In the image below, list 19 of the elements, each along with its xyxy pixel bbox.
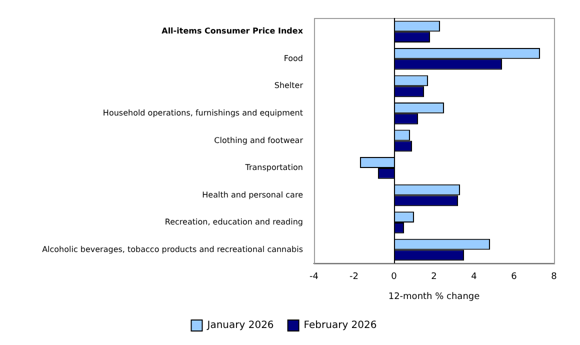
x-tick-label: 2 (431, 272, 437, 282)
x-tick-label: 8 (551, 272, 558, 282)
x-tick-label: 6 (511, 272, 518, 282)
x-tick-label: 0 (391, 272, 398, 282)
y-tick-label: Shelter (274, 81, 304, 90)
x-tick-label: 4 (471, 272, 478, 282)
legend-label: February 2026 (304, 320, 377, 332)
x-tick-label: -4 (310, 272, 319, 282)
y-tick-label: Health and personal care (202, 190, 304, 200)
y-tick-label: Transportation (244, 163, 303, 172)
y-tick-label: Recreation, education and reading (164, 218, 303, 227)
y-tick-label: Household operations, furnishings and equipment (102, 108, 303, 118)
x-axis-title: 12-month % change (388, 292, 480, 302)
y-tick-label: All-items Consumer Price Index (162, 26, 304, 36)
y-tick-label: Alcoholic beverages, tobacco products and recreational cannabis (42, 244, 303, 254)
legend-label: January 2026 (206, 320, 274, 332)
x-tick-label: -2 (350, 272, 358, 282)
y-tick-label: Clothing and footwear (214, 136, 304, 145)
y-tick-label: Food (284, 54, 303, 63)
